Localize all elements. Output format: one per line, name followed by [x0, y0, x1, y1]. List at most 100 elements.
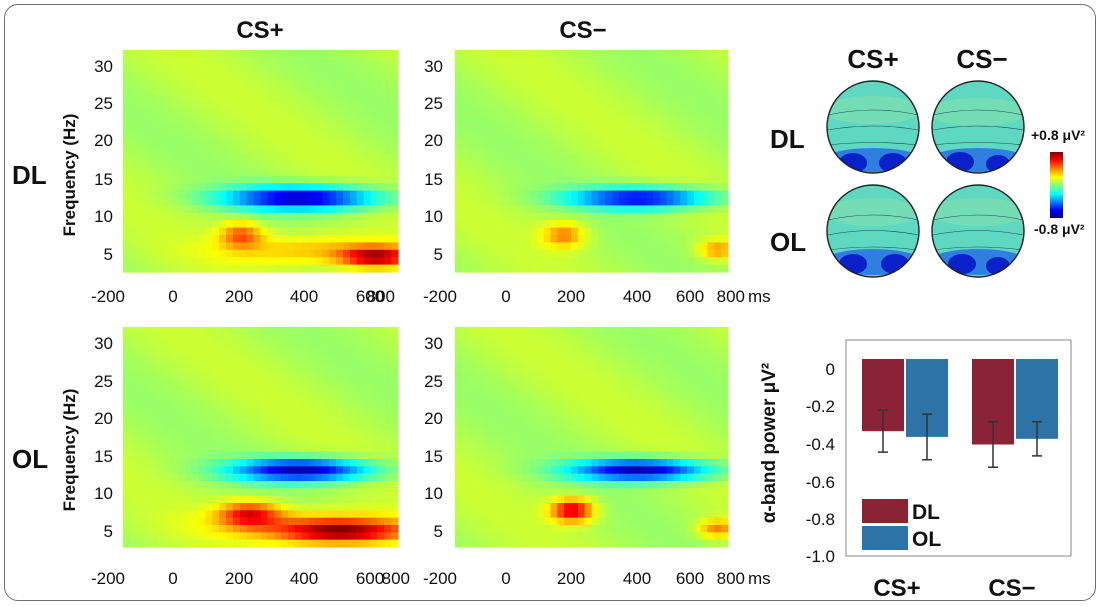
heatmap-cell	[343, 363, 351, 372]
heatmap-cell	[632, 101, 640, 110]
heatmap-cell	[315, 153, 323, 162]
heatmap-cell	[356, 242, 365, 251]
heatmap-cell	[123, 242, 131, 251]
heatmap-cell	[308, 153, 317, 162]
heatmap-cell	[308, 146, 317, 155]
heatmap-cell	[363, 257, 372, 266]
heatmap-cell	[557, 415, 565, 423]
heatmap-cell	[468, 131, 477, 140]
heatmap-cell	[294, 205, 303, 214]
heatmap-cell	[391, 444, 399, 453]
heatmap-cell	[502, 451, 511, 460]
heatmap-cell	[171, 459, 179, 467]
heatmap-cell	[157, 525, 165, 533]
heatmap-cell	[673, 249, 681, 258]
heatmap-cell	[598, 466, 606, 475]
heatmap-cell	[700, 183, 709, 192]
heatmap-cell	[673, 459, 681, 467]
heatmap-cell	[384, 459, 392, 467]
heatmap-cell	[584, 334, 593, 343]
heatmap-cell	[639, 190, 647, 199]
heatmap-cell	[246, 437, 255, 445]
heatmap-cell	[632, 242, 640, 251]
heatmap-cell	[157, 198, 165, 206]
heatmap-cell	[543, 539, 552, 548]
heatmap-cell	[461, 481, 470, 489]
heatmap-cell	[281, 503, 289, 511]
heatmap-cell	[281, 161, 289, 169]
heatmap-cell	[693, 57, 702, 66]
heatmap-cell	[680, 481, 688, 489]
heatmap-cell	[171, 378, 179, 387]
bar-category-cs-plus: CS+	[873, 575, 920, 602]
heatmap-cell	[721, 510, 729, 519]
heatmap-cell	[343, 94, 351, 103]
heatmap-cell	[129, 257, 138, 266]
heatmap-cell	[150, 473, 158, 482]
heatmap-cell	[625, 87, 634, 95]
heatmap-cell	[233, 444, 241, 453]
heatmap-cell	[143, 400, 152, 409]
heatmap-cell	[646, 64, 654, 73]
heatmap-cell	[308, 257, 317, 266]
heatmap-cell	[598, 175, 606, 184]
heatmap-cell	[611, 235, 620, 243]
heatmap-cell	[198, 146, 207, 155]
heatmap-cell	[461, 334, 470, 343]
heatmap-cell	[129, 378, 138, 387]
heatmap-cell	[618, 327, 627, 335]
heatmap-cell	[171, 50, 179, 58]
heatmap-cell	[591, 153, 599, 162]
heatmap-cell	[509, 249, 518, 258]
heatmap-cell	[315, 109, 323, 118]
heatmap-cell	[260, 334, 268, 343]
heatmap-cell	[233, 72, 241, 81]
heatmap-cell	[455, 415, 463, 423]
heatmap-cell	[530, 183, 538, 192]
heatmap-cell	[482, 510, 490, 519]
heatmap-cell	[150, 220, 158, 229]
heatmap-cell	[260, 356, 268, 365]
heatmap-cell	[184, 161, 193, 169]
heatmap-cell	[700, 539, 709, 548]
heatmap-cell	[516, 407, 524, 416]
heatmap-cell	[343, 257, 351, 266]
heatmap-cell	[502, 212, 511, 221]
heatmap-cell	[680, 101, 688, 110]
heatmap-cell	[198, 407, 207, 416]
heatmap-cell	[523, 422, 531, 431]
heatmap-cell	[652, 422, 661, 431]
heatmap-cell	[370, 50, 378, 58]
heatmap-cell	[336, 94, 344, 103]
heatmap-cell	[687, 400, 695, 409]
heatmap-cell	[516, 175, 524, 184]
heatmap-cell	[205, 429, 213, 438]
heatmap-cell	[143, 334, 152, 343]
heatmap-cell	[239, 153, 248, 162]
heatmap-cell	[356, 459, 365, 467]
heatmap-cell	[495, 249, 504, 258]
heatmap-cell	[721, 393, 729, 401]
heatmap-cell	[652, 385, 661, 394]
heatmap-cell	[123, 378, 131, 387]
heatmap-cell	[198, 393, 207, 401]
heatmap-cell	[363, 503, 372, 511]
heatmap-cell	[618, 378, 627, 387]
heatmap-cell	[571, 72, 579, 81]
heatmap-cell	[700, 356, 709, 365]
heatmap-cell	[260, 488, 268, 497]
heatmap-cell	[329, 146, 337, 155]
heatmap-cell	[646, 517, 654, 526]
heatmap-cell	[584, 249, 593, 258]
heatmap-cell	[136, 175, 145, 184]
heatmap-cell	[143, 138, 152, 147]
heatmap-cell	[391, 451, 399, 460]
heatmap-cell	[253, 363, 262, 372]
heatmap-cell	[171, 525, 179, 533]
heatmap-cell	[516, 190, 524, 199]
heatmap-cell	[301, 57, 310, 66]
heatmap-cell	[178, 539, 186, 548]
heatmap-cell	[687, 198, 695, 206]
heatmap-cell	[625, 190, 634, 199]
heatmap-cell	[611, 407, 620, 416]
